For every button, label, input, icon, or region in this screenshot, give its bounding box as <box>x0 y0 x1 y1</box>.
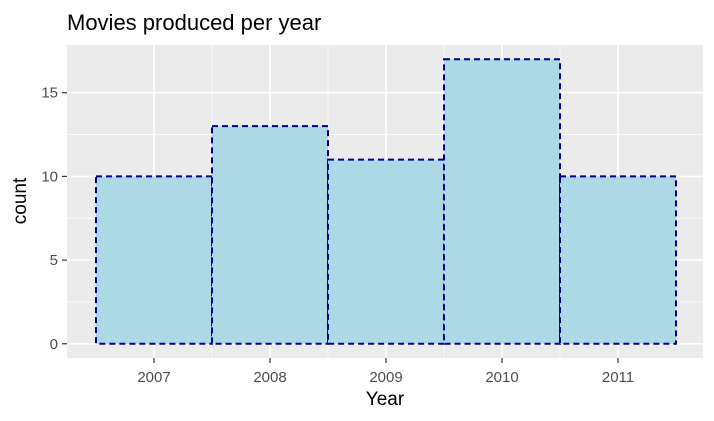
bar-2010 <box>443 58 561 345</box>
x-tick-label: 2009 <box>369 369 402 386</box>
bars <box>95 58 677 345</box>
bar-2009 <box>327 158 445 345</box>
y-axis-title: count <box>10 177 31 224</box>
bar-2011 <box>559 175 677 345</box>
y-tick-label: 15 <box>41 85 58 102</box>
y-tick-label: 0 <box>50 336 58 353</box>
bar-2007 <box>95 175 213 345</box>
x-tick-label: 2011 <box>602 369 634 386</box>
y-tick-label: 5 <box>50 252 58 269</box>
x-axis: 2007 2008 2009 2010 2011 <box>137 358 634 386</box>
y-axis: 0 5 10 15 <box>41 85 67 353</box>
y-tick-label: 10 <box>41 168 58 185</box>
x-tick-label: 2010 <box>485 369 518 386</box>
chart-title: Movies produced per year <box>67 10 321 35</box>
x-tick-label: 2008 <box>253 369 286 386</box>
bar-2008 <box>211 125 329 345</box>
x-tick-label: 2007 <box>137 369 170 386</box>
x-axis-title: Year <box>366 389 405 410</box>
